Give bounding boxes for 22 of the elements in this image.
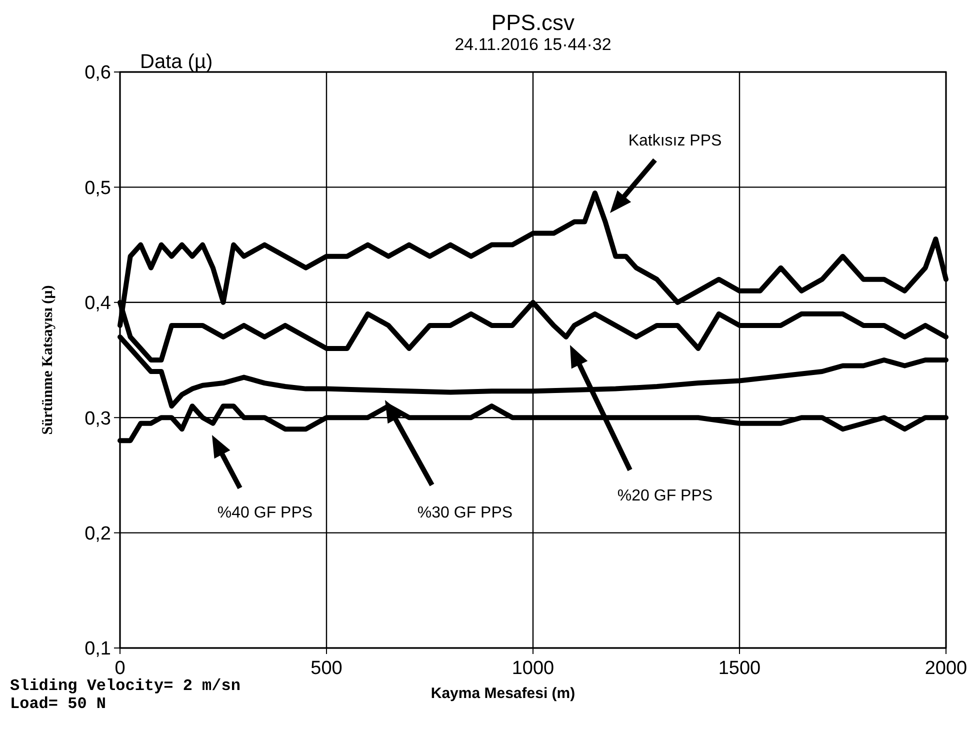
y-tick-label: 0,3 — [84, 408, 111, 430]
text: Load= 50 N — [10, 695, 106, 713]
chart-title: PPS.csv — [491, 10, 575, 35]
x-axis-title: Kayma Mesafesi (m) — [430, 685, 576, 702]
annotation: Data (µ) — [140, 51, 213, 73]
text: Sliding Velocity= 2 m/sn — [10, 677, 240, 695]
y-tick-label: 0,4 — [84, 293, 112, 314]
x-tick-label: 2000 — [924, 658, 968, 679]
annotation: Katkısız PPS — [628, 132, 722, 150]
x-tick-label: 1000 — [512, 658, 554, 679]
annotation: %30 GF PPS — [417, 504, 513, 522]
annotation: %20 GF PPS — [617, 488, 713, 505]
x-tick-label: 1500 — [718, 658, 761, 679]
y-tick-label: 0,2 — [84, 523, 111, 544]
chart-subtitle: 24.11.2016 15·44·32 — [454, 35, 612, 54]
y-axis-title: Sürtünme Katsayısı (µ) — [40, 285, 56, 435]
annotation: %40 GF PPS — [217, 504, 313, 522]
x-tick-label: 0 — [114, 658, 126, 679]
y-tick-label: 0,5 — [84, 178, 111, 199]
x-tick-label: 500 — [310, 658, 342, 679]
y-tick-label: 0,1 — [84, 638, 111, 660]
y-tick-label: 0,6 — [84, 62, 111, 84]
